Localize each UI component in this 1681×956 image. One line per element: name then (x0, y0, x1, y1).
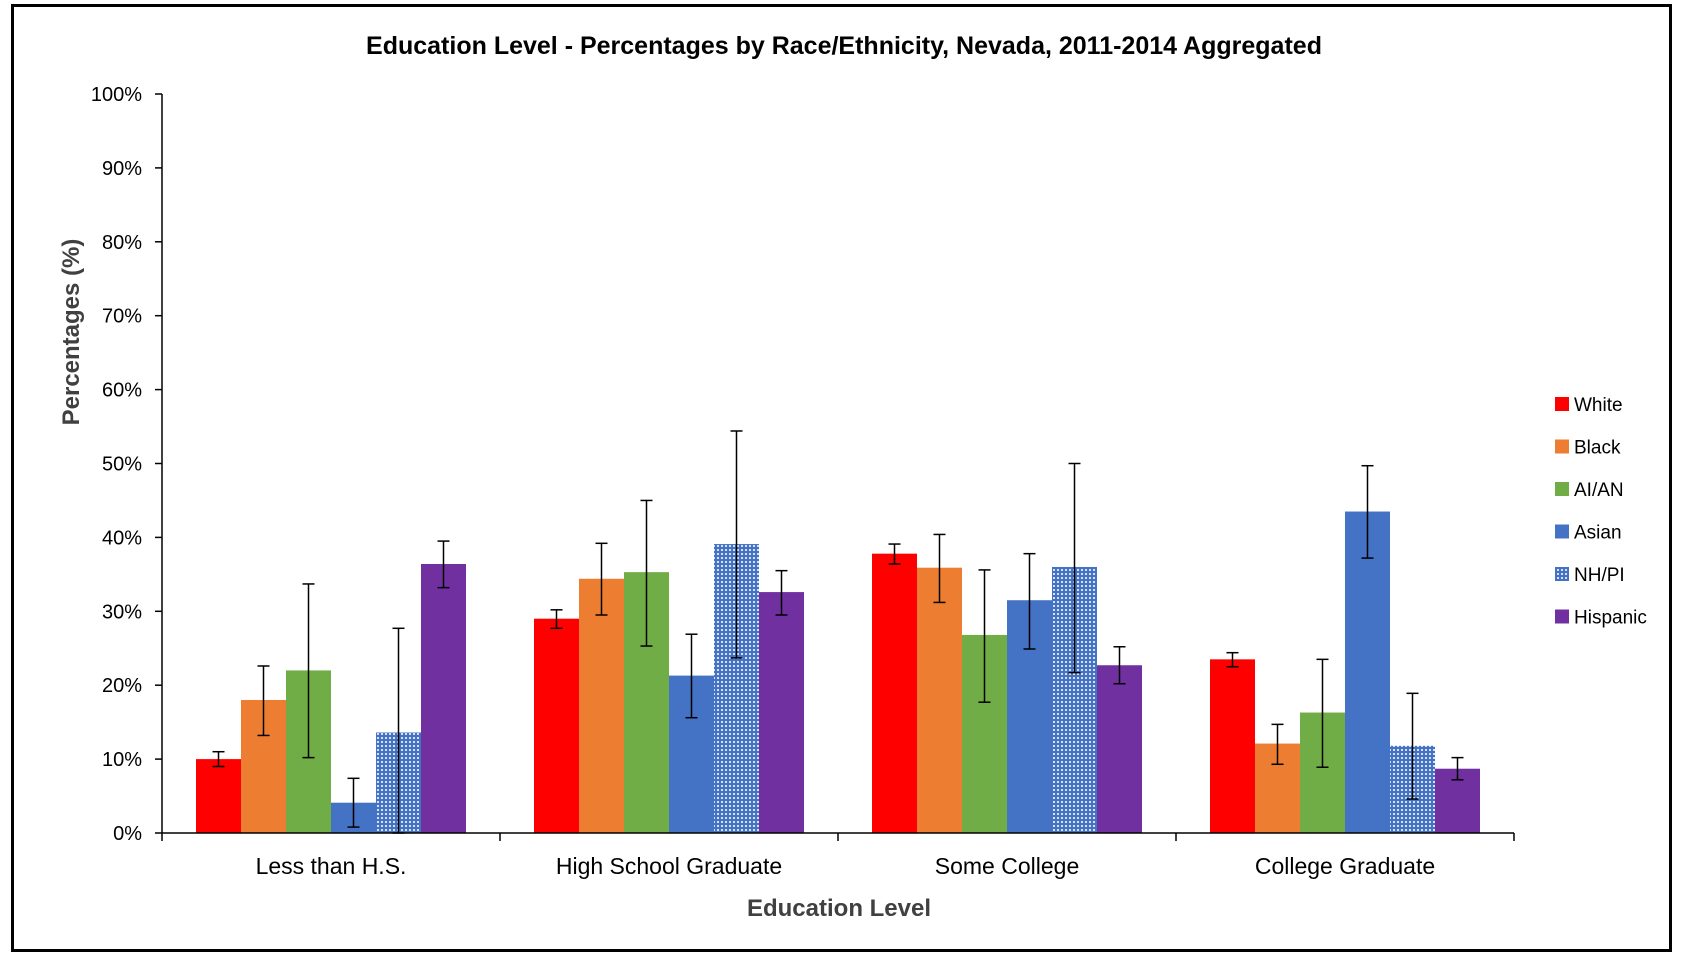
y-tick-label: 0% (113, 823, 142, 845)
bar-hispanic (759, 592, 804, 833)
legend-swatch (1555, 524, 1569, 539)
y-tick-label: 90% (102, 158, 142, 180)
chart-title: Education Level - Percentages by Race/Et… (366, 32, 1322, 60)
legend-label: Black (1574, 438, 1621, 459)
y-tick-label: 50% (102, 454, 142, 476)
x-tick-label: Less than H.S. (256, 853, 407, 879)
x-tick-label: Some College (935, 853, 1079, 879)
legend-swatch (1555, 482, 1569, 496)
y-tick-label: 20% (102, 675, 142, 697)
legend-swatch (1555, 609, 1569, 624)
y-tick-label: 80% (102, 232, 142, 254)
bar-white (1210, 659, 1255, 833)
y-tick-label: 60% (102, 380, 142, 402)
legend: White Black AI/AN Asian NH/PI Hispanic (1555, 395, 1647, 629)
bar-white (534, 618, 579, 833)
y-tick-label: 30% (102, 601, 142, 623)
legend-label: AI/AN (1574, 480, 1624, 501)
x-tick-label: High School Graduate (556, 853, 782, 879)
legend-swatch (1555, 567, 1569, 581)
y-tick-label: 10% (102, 749, 142, 771)
bar-hispanic (1097, 665, 1142, 833)
x-axis-title: Education Level (747, 895, 931, 922)
y-tick-label: 100% (91, 84, 142, 106)
legend-label: Asian (1574, 523, 1622, 544)
bar-black (579, 578, 624, 833)
legend-label: Hispanic (1574, 608, 1647, 629)
legend-label: White (1574, 395, 1623, 416)
bar-white (196, 759, 241, 833)
y-tick-label: 40% (102, 527, 142, 549)
legend-swatch (1555, 439, 1569, 454)
bar-white (872, 553, 917, 833)
y-tick-label: 70% (102, 306, 142, 328)
bar-black (917, 567, 962, 833)
bar-asian (1345, 511, 1390, 833)
y-axis-title: Percentages (%) (58, 239, 85, 426)
plot-area: 0% 10% 20% 30% 40% 50% 60% 70% 80% 90% 100% Less th… (91, 84, 1515, 879)
x-tick-label: College Graduate (1255, 853, 1435, 879)
legend-swatch (1555, 397, 1569, 411)
bar-hispanic (421, 564, 466, 833)
legend-label: NH/PI (1574, 565, 1625, 586)
